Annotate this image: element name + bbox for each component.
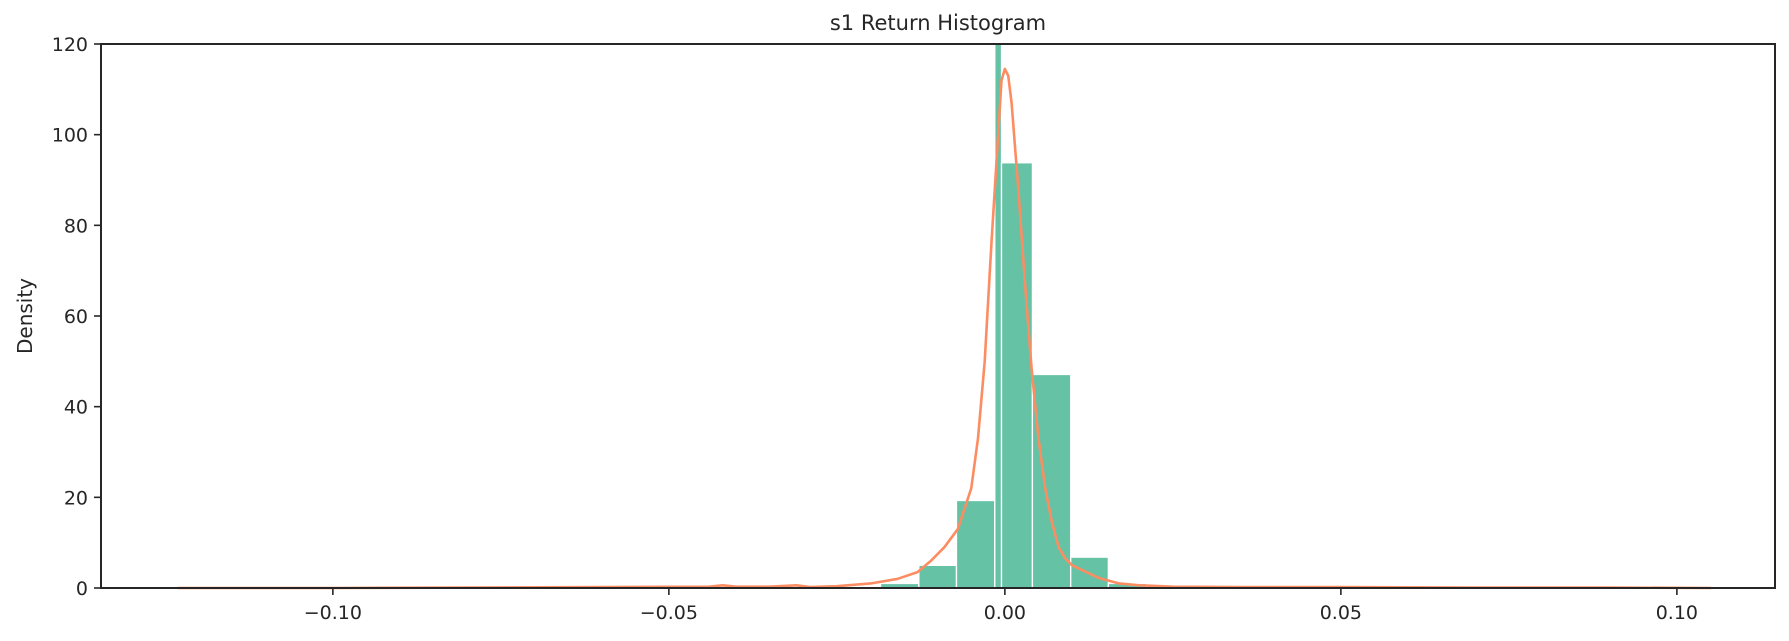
y-tick-label-0: 0 [76, 578, 88, 600]
x-tick-label-4: 0.10 [1656, 602, 1698, 624]
y-tick-label-5: 100 [52, 125, 88, 147]
x-tick-label-2: 0.00 [984, 602, 1026, 624]
y-axis-ticks: 0 20 40 60 80 100 120 [52, 34, 101, 600]
y-tick-label-4: 80 [64, 215, 88, 237]
histogram-bar-5 [1031, 373, 1072, 589]
x-axis-ticks: −0.10 −0.05 0.00 0.05 0.10 [304, 588, 1698, 624]
x-tick-label-3: 0.05 [1320, 602, 1362, 624]
histogram-bar-1 [918, 564, 958, 589]
axes-frame [100, 43, 1776, 589]
y-tick-label-2: 40 [64, 397, 88, 419]
y-axis-label: Density [13, 278, 37, 354]
y-tick-label-3: 60 [64, 306, 88, 328]
chart-title: s1 Return Histogram [830, 11, 1046, 35]
x-tick-label-0: −0.10 [304, 602, 362, 624]
y-tick-label-6: 120 [52, 34, 88, 56]
histogram-bars [879, 43, 1148, 589]
x-tick-label-1: −0.05 [640, 602, 698, 624]
histogram-bar-4 [1000, 162, 1034, 589]
y-tick-label-1: 20 [64, 487, 88, 509]
kde-curve [176, 67, 1712, 590]
